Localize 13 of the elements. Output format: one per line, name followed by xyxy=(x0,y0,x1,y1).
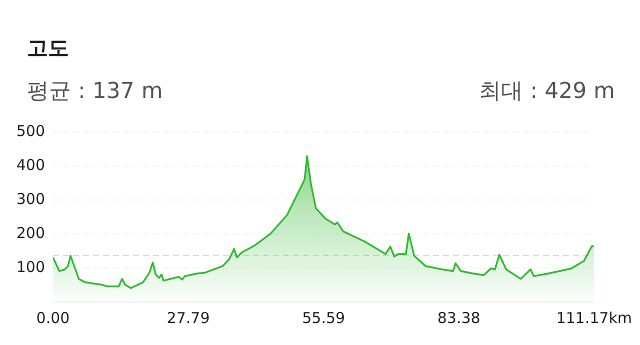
x-tick-label: 0.00 xyxy=(36,308,70,327)
text: 평균 : 137 m xyxy=(27,78,163,106)
x-tick-label: 27.79 xyxy=(166,308,210,327)
x-tick-label: 83.38 xyxy=(437,308,480,327)
text: 최대 : 429 m xyxy=(479,78,615,106)
y-tick-label: 100 xyxy=(16,258,45,276)
chart-title: 고도 xyxy=(27,35,69,62)
x-tick-label: 111.17km xyxy=(556,308,632,327)
x-tick-label: 55.59 xyxy=(302,308,346,327)
y-tick-label: 400 xyxy=(16,156,45,174)
y-tick-label: 200 xyxy=(16,224,45,242)
y-tick-label: 300 xyxy=(16,190,45,208)
y-tick-label: 500 xyxy=(16,122,45,140)
